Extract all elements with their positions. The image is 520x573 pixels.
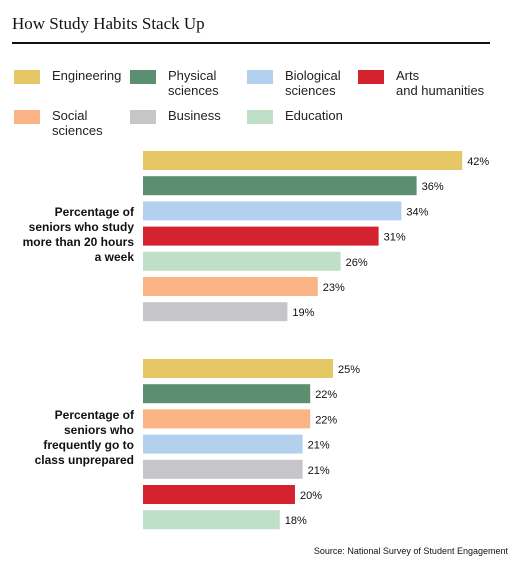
- bar-value-label: 22%: [315, 389, 337, 401]
- bar-arts-and-humanities: [143, 485, 295, 504]
- legend: Engineering Physical sciences Biological…: [0, 0, 520, 150]
- legend-label: Education: [285, 108, 343, 123]
- bar-business: [143, 302, 288, 322]
- legend-swatch: [130, 70, 156, 84]
- bar-biological-sciences: [143, 434, 303, 454]
- bar-value-label: 18%: [285, 515, 307, 527]
- source-note: Source: National Survey of Student Engag…: [313, 546, 508, 556]
- bar-business: [143, 459, 303, 479]
- bar-social-sciences: [143, 277, 318, 296]
- bar-value-label: 21%: [308, 440, 330, 452]
- bar-engineering: [143, 151, 463, 170]
- legend-swatch: [14, 70, 40, 84]
- bar-value-label: 22%: [315, 414, 337, 426]
- bar-value-label: 23%: [323, 282, 345, 294]
- bar-value-label: 25%: [338, 364, 360, 376]
- bar-arts-and-humanities: [143, 226, 379, 246]
- legend-item-business: Business: [130, 108, 221, 124]
- bar-education: [143, 251, 341, 271]
- group-label-unprepared: Percentage of seniors who frequently go …: [34, 408, 134, 467]
- bar-value-label: 21%: [308, 465, 330, 477]
- legend-label: Physical sciences: [168, 68, 219, 98]
- bar-value-label: 42%: [467, 156, 489, 168]
- bar-value-label: 31%: [384, 232, 406, 244]
- bar-physical-sciences: [143, 176, 417, 196]
- legend-label: Business: [168, 108, 221, 123]
- bar-physical-sciences: [143, 384, 311, 404]
- bar-value-label: 34%: [406, 206, 428, 218]
- group-label-study-hours: Percentage of seniors who study more tha…: [22, 205, 134, 264]
- bar-value-label: 26%: [346, 257, 368, 269]
- legend-item-engineering: Engineering: [14, 68, 121, 84]
- bar-value-label: 20%: [300, 490, 322, 502]
- legend-label: Arts and humanities: [396, 68, 485, 98]
- legend-label: Social sciences: [52, 108, 103, 138]
- legend-item-arts-and-humanities: Arts and humanities: [358, 68, 484, 98]
- bar-engineering: [143, 359, 333, 378]
- legend-label: Biological sciences: [285, 68, 341, 98]
- bar-social-sciences: [143, 409, 311, 429]
- legend-item-biological-sciences: Biological sciences: [247, 68, 341, 98]
- bar-biological-sciences: [143, 201, 402, 221]
- bar-value-label: 19%: [292, 307, 314, 319]
- legend-item-physical-sciences: Physical sciences: [130, 68, 219, 98]
- bar-value-label: 36%: [422, 181, 444, 193]
- title-rule: [12, 42, 490, 44]
- legend-item-social-sciences: Social sciences: [14, 108, 103, 138]
- legend-swatch: [247, 110, 273, 124]
- legend-item-education: Education: [247, 108, 343, 124]
- legend-swatch: [130, 110, 156, 124]
- legend-swatch: [247, 70, 273, 84]
- legend-swatch: [14, 110, 40, 124]
- legend-swatch: [358, 70, 384, 84]
- legend-label: Engineering: [52, 68, 122, 83]
- chart-title: How Study Habits Stack Up: [12, 14, 205, 33]
- bar-education: [143, 510, 280, 530]
